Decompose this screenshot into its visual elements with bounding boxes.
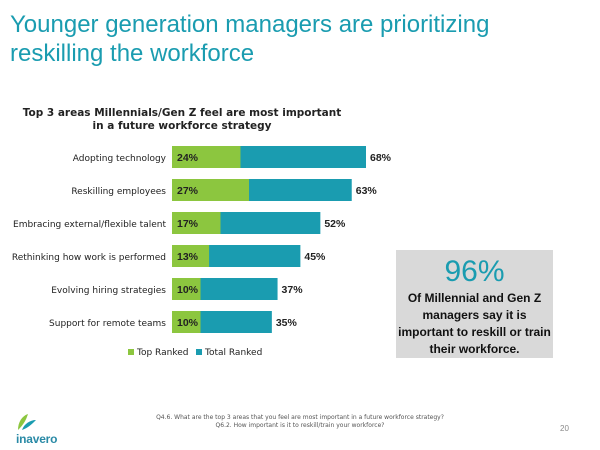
page-title-line2: reskilling the workforce bbox=[10, 40, 255, 67]
category-label: Embracing external/flexible talent bbox=[13, 220, 166, 230]
category-label: Reskilling employees bbox=[71, 187, 166, 197]
top-ranked-data-label: 27% bbox=[177, 185, 199, 197]
footnote-line2: Q6.2. How important is it to reskill/tra… bbox=[215, 422, 385, 429]
top-ranked-data-label: 10% bbox=[177, 317, 199, 329]
top-ranked-bar bbox=[172, 179, 250, 201]
category-label: Rethinking how work is performed bbox=[12, 253, 166, 263]
inavero-logo: inavero bbox=[10, 412, 70, 446]
top-ranked-data-label: 17% bbox=[177, 218, 199, 230]
top-ranked-bar bbox=[172, 245, 210, 267]
page-title: Younger generation managers are prioriti… bbox=[10, 10, 570, 68]
legend-label-total-ranked: Total Ranked bbox=[204, 348, 262, 358]
total-ranked-data-label: 35% bbox=[276, 317, 298, 329]
category-label: Evolving hiring strategies bbox=[51, 286, 166, 296]
total-ranked-data-label: 37% bbox=[282, 284, 304, 296]
footnote: Q4.6. What are the top 3 areas that you … bbox=[130, 414, 470, 430]
callout-text: Of Millennial and Gen Z managers say it … bbox=[398, 291, 551, 356]
legend-swatch-top-ranked bbox=[128, 349, 134, 355]
top-ranked-bar bbox=[172, 146, 241, 168]
footnote-line1: Q4.6. What are the top 3 areas that you … bbox=[156, 414, 444, 421]
top-ranked-data-label: 10% bbox=[177, 284, 199, 296]
stat-callout: 96% Of Millennial and Gen Z managers say… bbox=[396, 250, 553, 358]
chart-legend: Top Ranked Total Ranked bbox=[128, 348, 262, 358]
chart-title-line2: in a future workforce strategy bbox=[92, 120, 271, 132]
total-ranked-data-label: 45% bbox=[304, 251, 326, 263]
logo-text: inavero bbox=[16, 432, 58, 446]
chart-title-line1: Top 3 areas Millennials/Gen Z feel are m… bbox=[23, 107, 342, 119]
total-ranked-data-label: 68% bbox=[370, 152, 392, 164]
top-ranked-data-label: 24% bbox=[177, 152, 199, 164]
top-ranked-bar bbox=[172, 212, 221, 234]
category-label: Support for remote teams bbox=[49, 319, 166, 329]
logo-mark-icon bbox=[18, 414, 36, 430]
top-ranked-bar bbox=[172, 278, 201, 300]
top-ranked-data-label: 13% bbox=[177, 251, 199, 263]
total-ranked-data-label: 52% bbox=[324, 218, 346, 230]
category-label: Adopting technology bbox=[73, 154, 167, 164]
legend-swatch-total-ranked bbox=[196, 349, 202, 355]
top-ranked-bar bbox=[172, 311, 201, 333]
page-number: 20 bbox=[560, 424, 569, 433]
page-title-line1: Younger generation managers are prioriti… bbox=[10, 11, 490, 38]
total-ranked-data-label: 63% bbox=[356, 185, 378, 197]
callout-stat: 96% bbox=[444, 255, 505, 288]
legend-label-top-ranked: Top Ranked bbox=[136, 348, 188, 358]
